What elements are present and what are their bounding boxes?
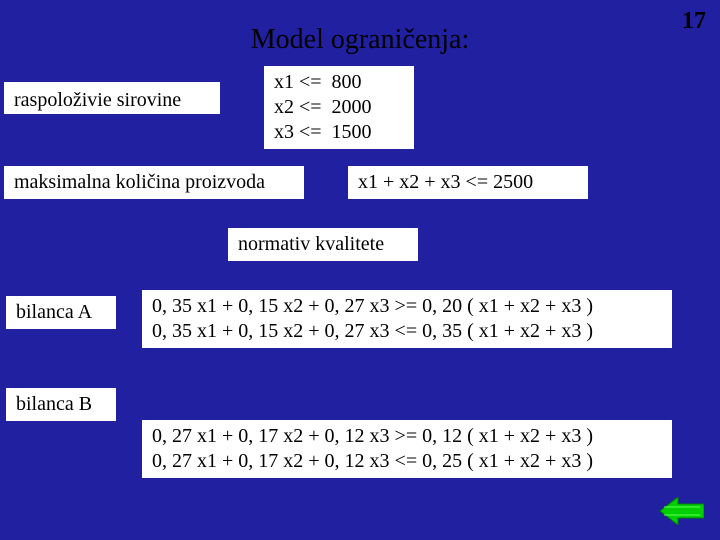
raw-materials-label: raspoloživie sirovine [4,82,220,114]
back-arrow-icon[interactable] [660,497,704,530]
balance-b-label: bilanca B [6,388,116,421]
raw-materials-constraints: x1 <= 800 x2 <= 2000 x3 <= 1500 [264,66,414,149]
balance-a-constraints: 0, 35 x1 + 0, 15 x2 + 0, 27 x3 >= 0, 20 … [142,290,672,348]
balance-a-label: bilanca A [6,296,116,329]
max-product-constraint: x1 + x2 + x3 <= 2500 [348,166,588,199]
quality-norm-label: normativ kvalitete [228,228,418,261]
balance-b-constraints: 0, 27 x1 + 0, 17 x2 + 0, 12 x3 >= 0, 12 … [142,420,672,478]
max-product-label: maksimalna količina proizvoda [4,166,304,199]
page-title: Model ograničenja: [0,24,720,56]
